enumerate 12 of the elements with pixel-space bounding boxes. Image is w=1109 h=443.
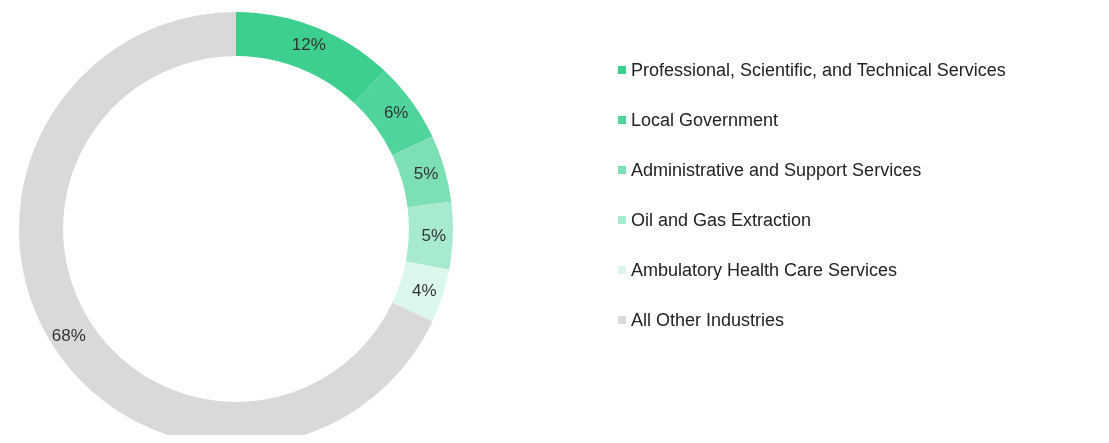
legend-label: Administrative and Support Services (631, 160, 922, 180)
legend-label: Ambulatory Health Care Services (631, 260, 898, 280)
data-label: 5% (413, 164, 439, 184)
data-label: 68% (51, 325, 86, 345)
legend-label: Local Government (631, 110, 779, 130)
data-label: 5% (421, 225, 447, 245)
legend-label: Professional, Scientific, and Technical Services (631, 60, 1006, 80)
legend-label: Oil and Gas Extraction (631, 210, 812, 230)
data-label: 6% (383, 103, 409, 123)
legend-label: All Other Industries (631, 310, 785, 330)
data-label: 12% (291, 35, 326, 55)
data-label: 4% (411, 280, 437, 300)
